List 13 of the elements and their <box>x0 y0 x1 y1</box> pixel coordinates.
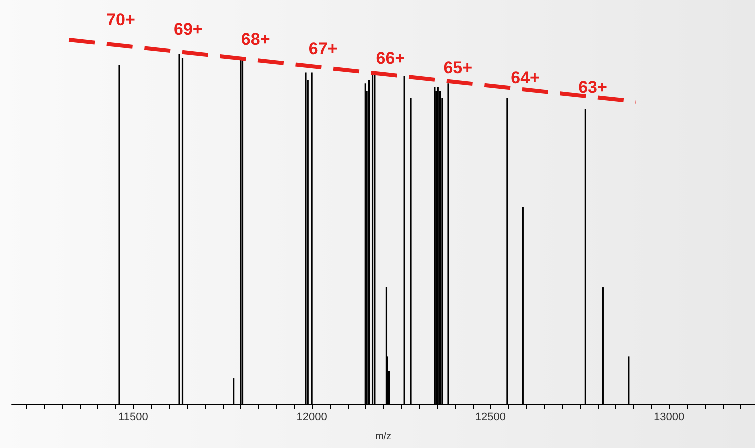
x-tick-label: 12500 <box>475 412 506 424</box>
annotation: 65+ <box>444 58 473 78</box>
annotation: 63+ <box>578 78 608 97</box>
x-tick-label: 12000 <box>296 412 328 424</box>
annotation: 66+ <box>376 49 406 68</box>
x-tick-label: 11500 <box>118 412 148 424</box>
text: 70+ <box>106 10 136 30</box>
text: 69+ <box>174 20 203 40</box>
annotation: 64+ <box>511 68 540 88</box>
x-axis-title: m/z <box>375 432 392 442</box>
annotation: 67+ <box>308 39 338 58</box>
annotation: 68+ <box>241 30 270 49</box>
x-tick-label: 13000 <box>654 412 685 424</box>
